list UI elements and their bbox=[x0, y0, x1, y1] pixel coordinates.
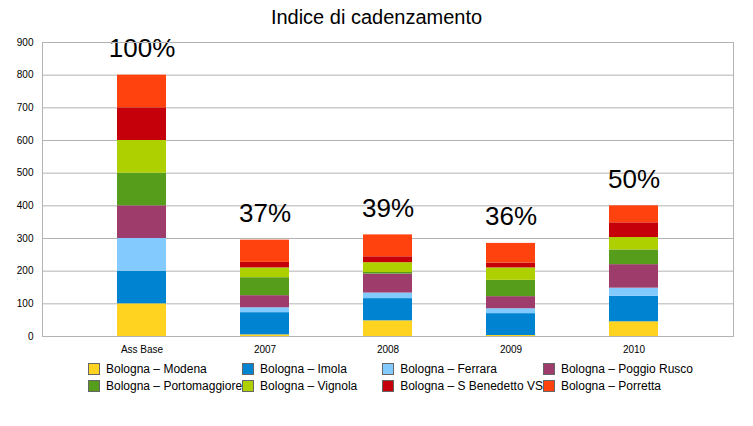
svg-text:600: 600 bbox=[17, 135, 34, 146]
svg-text:900: 900 bbox=[17, 37, 34, 48]
html-text:Indice di cadenzamento: Indice di cadenzamento bbox=[270, 6, 483, 28]
svg-text:2008: 2008 bbox=[377, 344, 400, 355]
svg-text:200: 200 bbox=[17, 265, 34, 276]
svg-text:36%: 36% bbox=[485, 201, 537, 231]
svg-text:100%: 100% bbox=[109, 33, 176, 63]
html-text:Bologna – Modena: Bologna – Modena bbox=[106, 362, 207, 376]
svg-text:Ass Base: Ass Base bbox=[121, 344, 164, 355]
svg-text:800: 800 bbox=[17, 69, 34, 80]
svg-text:2009: 2009 bbox=[500, 344, 523, 355]
svg-text:2010: 2010 bbox=[623, 344, 646, 355]
html-text:Bologna – Poggio Rusco: Bologna – Poggio Rusco bbox=[560, 362, 693, 376]
svg-text:39%: 39% bbox=[362, 193, 414, 223]
html-text:Bologna – Porretta: Bologna – Porretta bbox=[560, 379, 661, 393]
svg-text:300: 300 bbox=[17, 233, 34, 244]
html-text:Bologna – Portomaggiore: Bologna – Portomaggiore bbox=[106, 379, 243, 393]
svg-text:400: 400 bbox=[17, 200, 34, 211]
html-text:Bologna – Vignola: Bologna – Vignola bbox=[260, 379, 358, 393]
svg-text:37%: 37% bbox=[239, 198, 291, 228]
svg-text:500: 500 bbox=[17, 167, 34, 178]
svg-text:50%: 50% bbox=[608, 164, 660, 194]
html-text:Bologna – Ferrara: Bologna – Ferrara bbox=[400, 362, 497, 376]
svg-text:2007: 2007 bbox=[254, 344, 277, 355]
svg-text:0: 0 bbox=[28, 331, 34, 342]
html-text:Bologna – S Benedetto VS: Bologna – S Benedetto VS bbox=[400, 379, 543, 393]
svg-text:700: 700 bbox=[17, 102, 34, 113]
html-text:Bologna – Imola: Bologna – Imola bbox=[260, 362, 347, 376]
svg-text:100: 100 bbox=[17, 298, 34, 309]
